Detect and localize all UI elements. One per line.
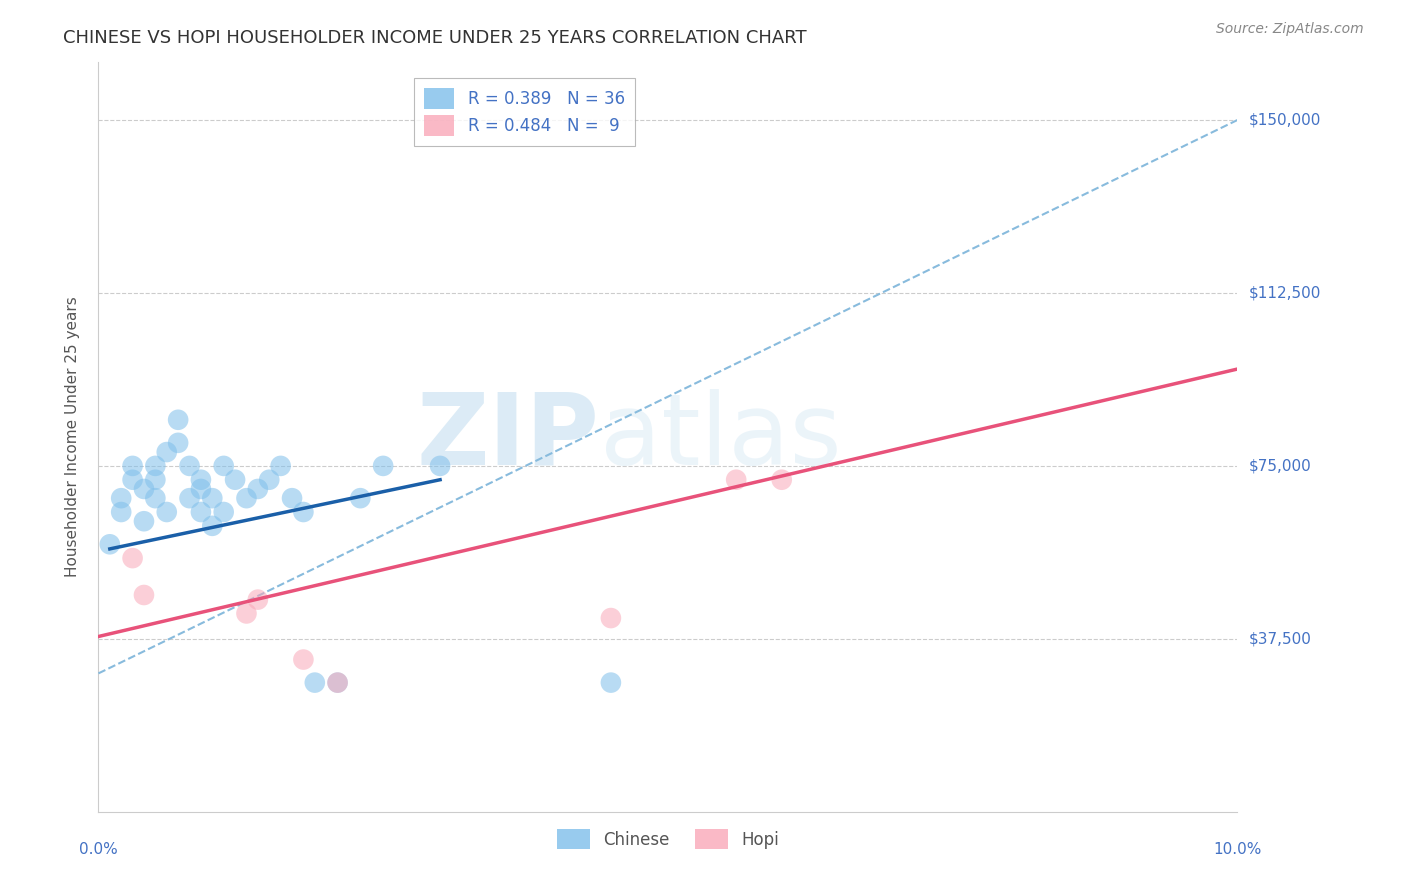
Point	[145, 458, 167, 473]
Point	[725, 473, 748, 487]
Point	[167, 413, 190, 427]
Point	[235, 607, 257, 621]
Text: 0.0%: 0.0%	[79, 842, 118, 857]
Point	[292, 505, 315, 519]
Point	[121, 551, 143, 566]
Point	[110, 505, 132, 519]
Point	[132, 482, 155, 496]
Point	[190, 473, 212, 487]
Point	[145, 473, 167, 487]
Point	[326, 675, 349, 690]
Point	[246, 592, 269, 607]
Text: Source: ZipAtlas.com: Source: ZipAtlas.com	[1216, 22, 1364, 37]
Point	[212, 505, 235, 519]
Point	[600, 611, 623, 625]
Point	[281, 491, 304, 505]
Point	[326, 675, 349, 690]
Text: CHINESE VS HOPI HOUSEHOLDER INCOME UNDER 25 YEARS CORRELATION CHART: CHINESE VS HOPI HOUSEHOLDER INCOME UNDER…	[63, 29, 807, 46]
Point	[132, 514, 155, 528]
Point	[179, 491, 201, 505]
Point	[121, 473, 143, 487]
Point	[121, 458, 143, 473]
Legend: Chinese, Hopi: Chinese, Hopi	[550, 822, 786, 855]
Point	[270, 458, 292, 473]
Y-axis label: Householder Income Under 25 years: Householder Income Under 25 years	[65, 297, 80, 577]
Text: $37,500: $37,500	[1249, 632, 1312, 647]
Point	[349, 491, 371, 505]
Point	[190, 482, 212, 496]
Point	[429, 458, 451, 473]
Point	[373, 458, 395, 473]
Point	[201, 519, 224, 533]
Point	[224, 473, 246, 487]
Text: $75,000: $75,000	[1249, 458, 1312, 474]
Text: $112,500: $112,500	[1249, 285, 1320, 301]
Point	[600, 675, 623, 690]
Point	[190, 505, 212, 519]
Point	[110, 491, 132, 505]
Point	[259, 473, 281, 487]
Point	[156, 445, 179, 459]
Text: atlas: atlas	[599, 389, 841, 485]
Point	[156, 505, 179, 519]
Point	[246, 482, 269, 496]
Point	[235, 491, 257, 505]
Point	[292, 652, 315, 666]
Point	[212, 458, 235, 473]
Point	[132, 588, 155, 602]
Text: 10.0%: 10.0%	[1213, 842, 1261, 857]
Text: ZIP: ZIP	[416, 389, 599, 485]
Point	[304, 675, 326, 690]
Point	[145, 491, 167, 505]
Point	[98, 537, 121, 551]
Point	[167, 435, 190, 450]
Text: $150,000: $150,000	[1249, 112, 1320, 128]
Point	[770, 473, 793, 487]
Point	[179, 458, 201, 473]
Point	[201, 491, 224, 505]
